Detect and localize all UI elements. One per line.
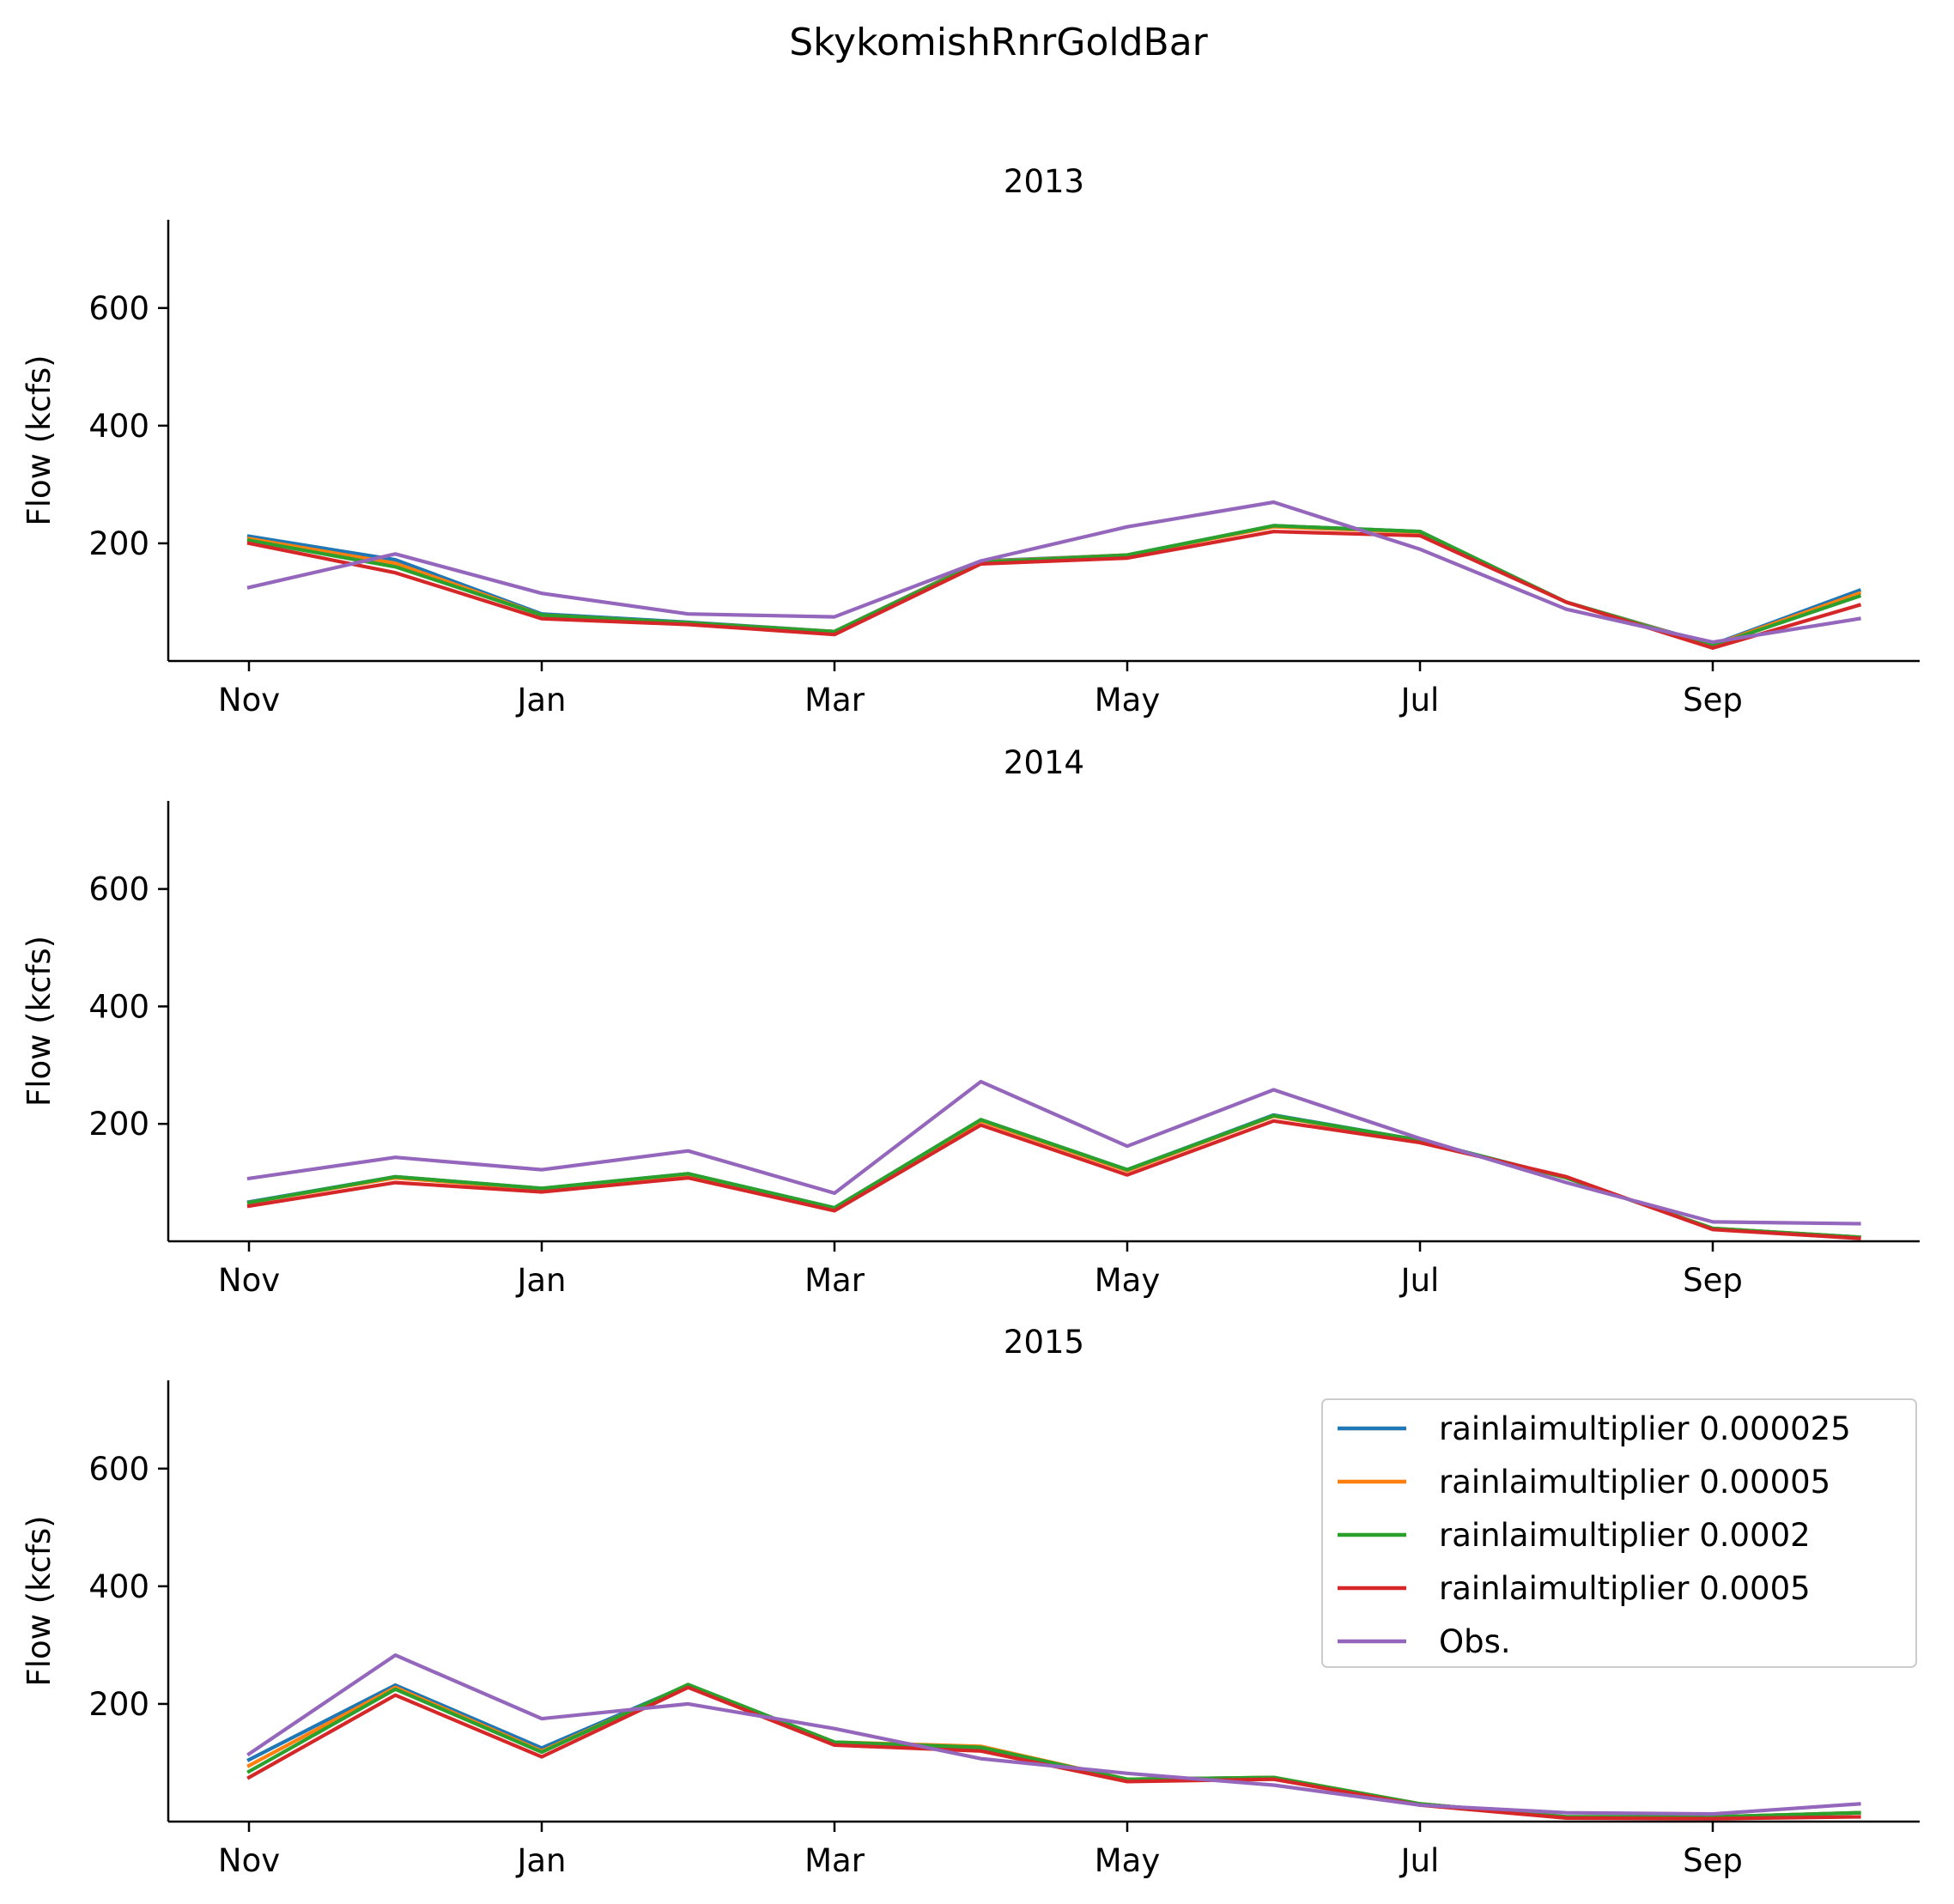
subplot-title: 2014 xyxy=(1004,744,1084,781)
x-tick-label: Mar xyxy=(804,1262,865,1299)
series-line-1 xyxy=(246,1113,1861,1240)
x-tick-label: Nov xyxy=(218,682,280,719)
y-tick-label: 600 xyxy=(88,1451,149,1488)
x-tick-label: Jul xyxy=(1399,1262,1440,1299)
series-line-3 xyxy=(246,1113,1861,1240)
x-tick-label: Nov xyxy=(218,1262,280,1299)
legend-box xyxy=(1321,1398,1917,1668)
subplot-2014: 2014 Flow (kcfs) 200 400 600 Nov Jan Mar May Jul S… xyxy=(21,744,1920,1299)
legend-entry: rainlaimultiplier 0.00005 xyxy=(1439,1464,1830,1501)
y-tick-label: 200 xyxy=(88,525,149,562)
y-tick-label: 200 xyxy=(88,1106,149,1143)
series-line-3 xyxy=(246,1683,1861,1819)
x-tick-label: May xyxy=(1095,1842,1161,1879)
series-line-5 xyxy=(246,1079,1861,1226)
series-line-2 xyxy=(246,1114,1861,1240)
y-tick-label: 600 xyxy=(88,290,149,327)
series-line-1 xyxy=(246,1683,1861,1819)
x-tick-label: Jul xyxy=(1399,1842,1440,1879)
y-axis-label: Flow (kcfs) xyxy=(21,1515,58,1686)
x-tick-label: Jan xyxy=(515,1262,566,1299)
y-tick-label: 600 xyxy=(88,871,149,908)
subplot-2013: 2013 Flow (kcfs) 200 400 600 Nov Jan Mar May Jul S… xyxy=(21,163,1920,719)
subplot-title: 2013 xyxy=(1004,163,1084,200)
figure-title: SkykomishRnrGoldBar xyxy=(789,21,1208,64)
x-tick-label: Mar xyxy=(804,682,865,719)
x-tick-label: May xyxy=(1095,682,1161,719)
series-line-4 xyxy=(246,1119,1861,1240)
x-tick-label: Jan xyxy=(515,1842,566,1879)
legend-entry: rainlaimultiplier 0.0002 xyxy=(1439,1517,1811,1554)
y-tick-label: 400 xyxy=(88,988,149,1025)
subplots: 2013 Flow (kcfs) 200 400 600 Nov Jan Mar May Jul S… xyxy=(21,163,1920,1879)
x-tick-label: Sep xyxy=(1683,682,1743,719)
x-tick-label: May xyxy=(1095,1262,1161,1299)
series-line-5 xyxy=(246,1652,1861,1816)
subplot-title: 2015 xyxy=(1004,1324,1084,1361)
series-line-4 xyxy=(246,530,1862,651)
y-tick-label: 400 xyxy=(88,408,149,445)
x-tick-label: Sep xyxy=(1683,1262,1743,1299)
legend-entry: rainlaimultiplier 0.000025 xyxy=(1439,1410,1851,1447)
x-tick-label: Jul xyxy=(1399,682,1440,719)
subplot-2015: 2015 Flow (kcfs) 200 400 600 Nov Jan Mar May Jul S… xyxy=(21,1324,1920,1879)
y-axis-label: Flow (kcfs) xyxy=(21,355,58,525)
x-tick-label: Sep xyxy=(1683,1842,1743,1879)
series-line-4 xyxy=(246,1685,1861,1821)
y-tick-label: 400 xyxy=(88,1568,149,1605)
legend-entry: Obs. xyxy=(1439,1623,1511,1660)
x-tick-label: Jan xyxy=(515,682,566,719)
y-axis-label: Flow (kcfs) xyxy=(21,936,58,1107)
x-tick-label: Mar xyxy=(804,1842,865,1879)
series-line-2 xyxy=(246,1683,1861,1819)
series-line-5 xyxy=(246,500,1861,645)
legend-entry: rainlaimultiplier 0.0005 xyxy=(1439,1570,1811,1607)
y-tick-label: 200 xyxy=(88,1686,149,1723)
x-tick-label: Nov xyxy=(218,1842,280,1879)
